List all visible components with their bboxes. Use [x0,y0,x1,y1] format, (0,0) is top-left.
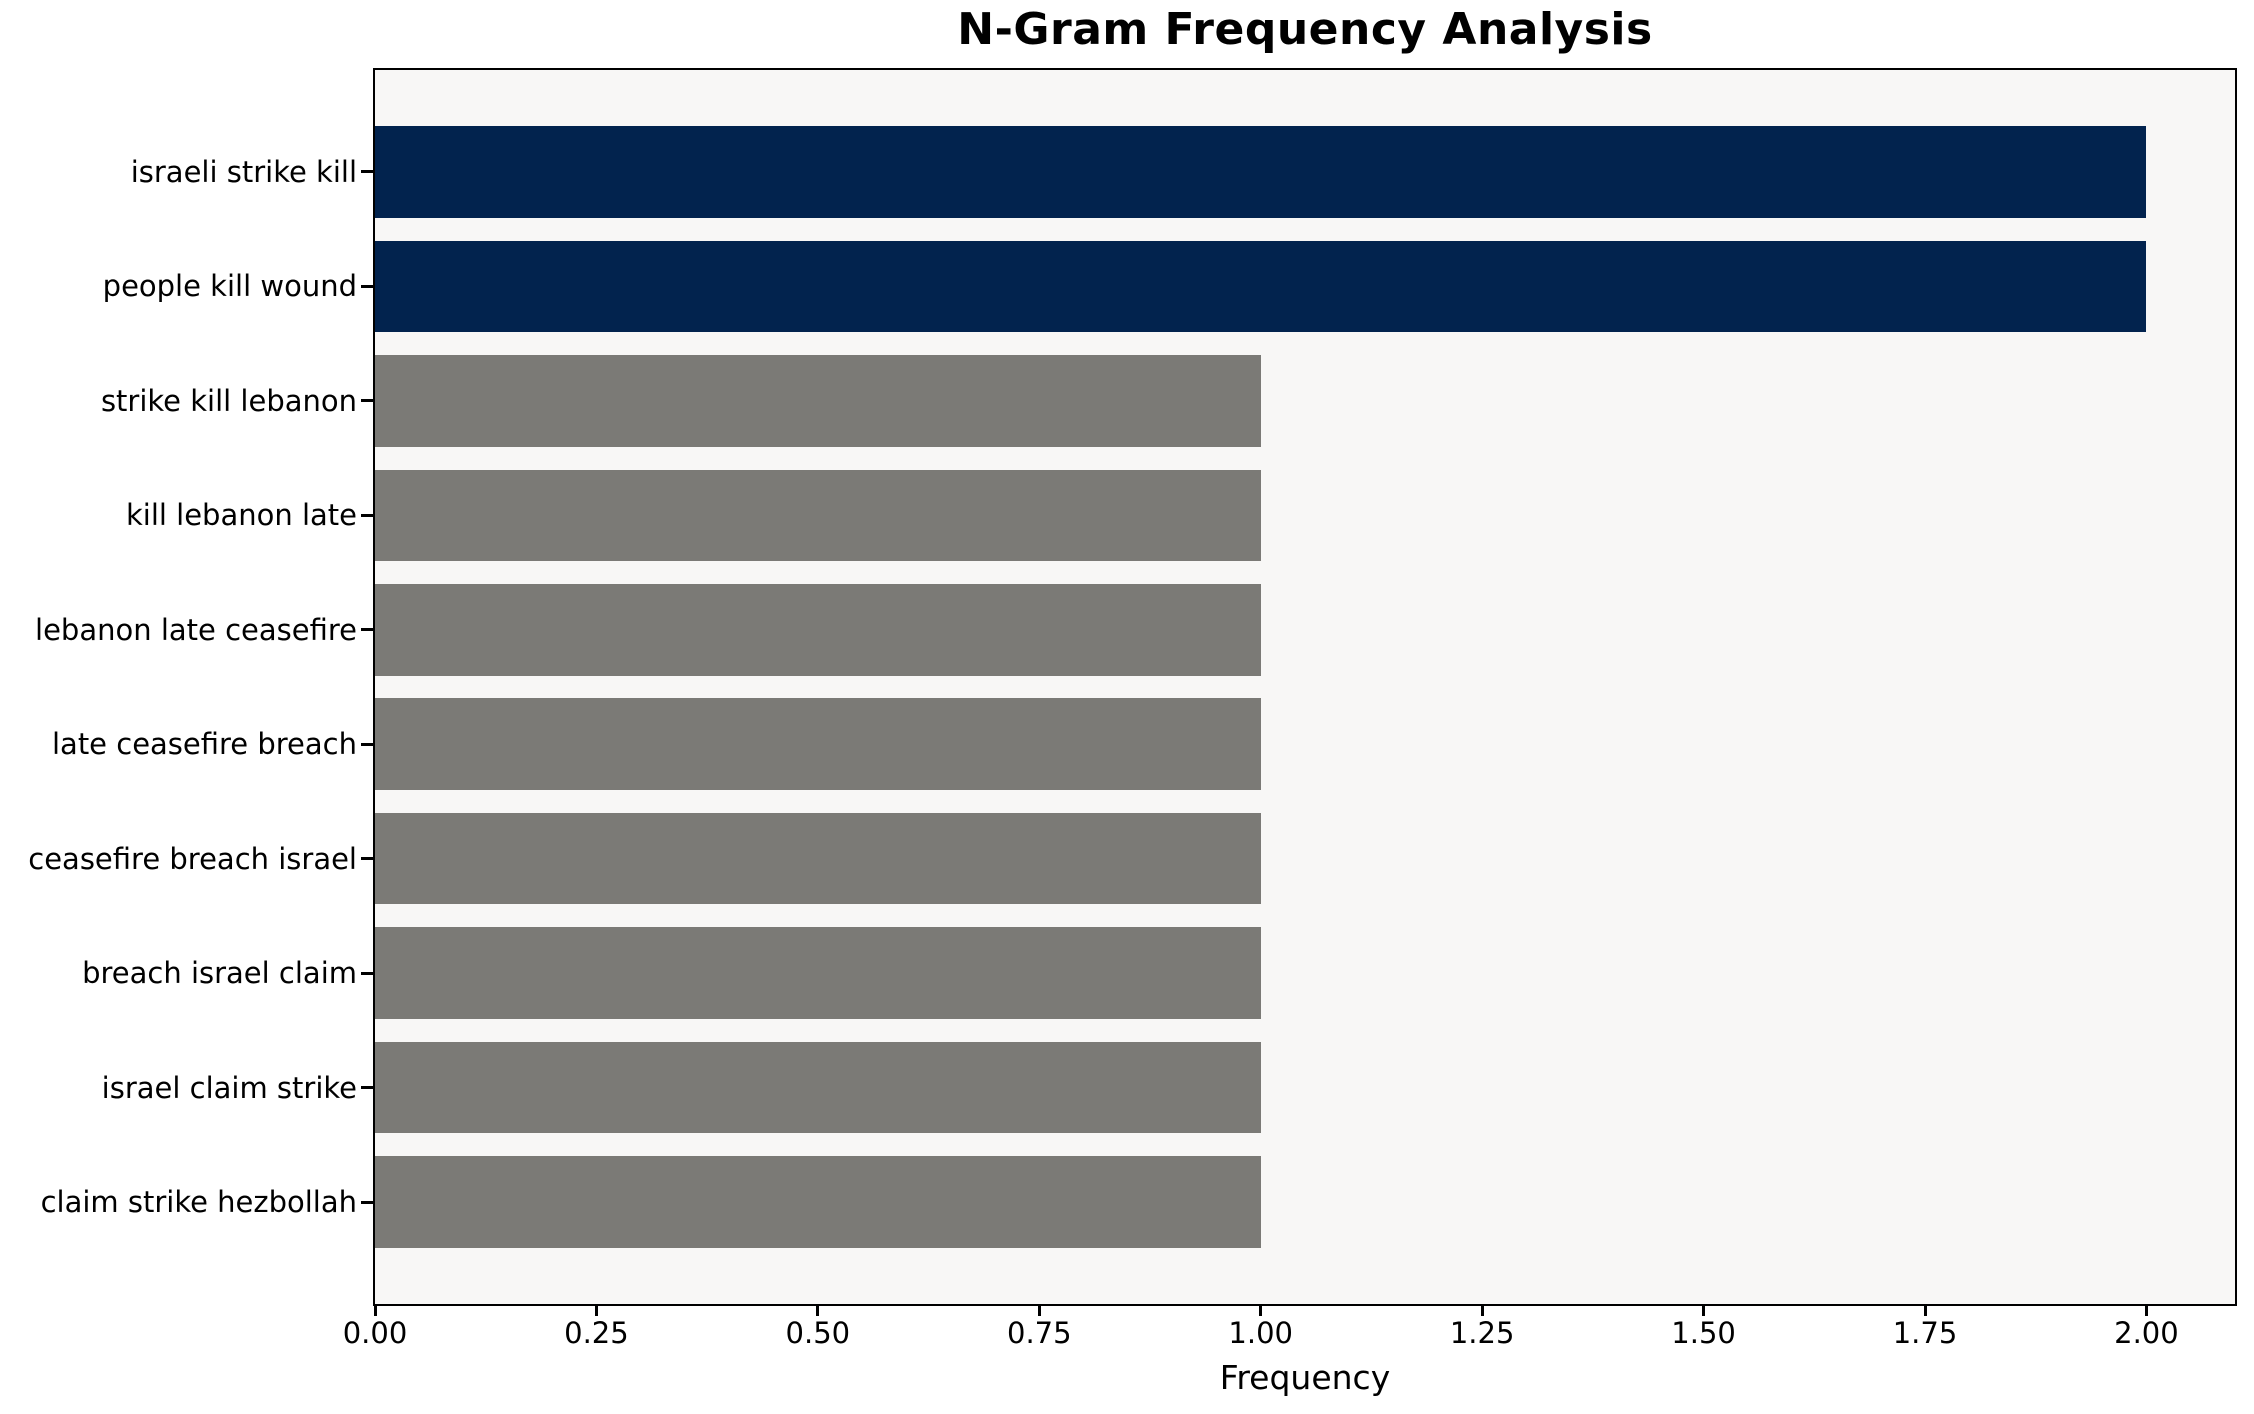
y-tick-mark [361,170,373,174]
bar [375,583,1261,676]
y-tick-mark [361,628,373,632]
bar [375,240,2147,333]
x-tick-mark [2144,1304,2148,1316]
plot-area [373,68,2237,1306]
y-tick-mark [361,1200,373,1204]
x-tick-label: 1.75 [1892,1316,1958,1350]
x-tick-label: 1.25 [1449,1316,1515,1350]
bar [375,927,1261,1019]
bar [375,812,1261,905]
x-tick-mark [1037,1304,1041,1316]
x-tick-label: 0.25 [564,1316,629,1350]
x-tick-label: 1.00 [1228,1316,1293,1350]
y-tick-label: kill lebanon late [125,498,357,533]
x-tick-mark [1480,1304,1484,1316]
bar [375,1041,1261,1134]
y-tick-mark [361,857,373,861]
y-tick-label: claim strike hezbollah [40,1185,357,1220]
chart-title: N-Gram Frequency Analysis [957,4,1653,55]
x-tick-label: 1.50 [1671,1316,1736,1350]
bar [375,355,1261,447]
bar [375,126,2147,218]
y-tick-label: israeli strike kill [130,154,357,189]
x-tick-label: 0.50 [785,1316,851,1350]
x-tick-mark [1923,1304,1927,1316]
x-tick-label: 0.75 [1006,1316,1072,1350]
y-tick-label: breach israel claim [82,956,357,991]
x-axis-label: Frequency [1219,1358,1391,1397]
x-tick-mark [1702,1304,1706,1316]
y-tick-label: israel claim strike [101,1070,357,1105]
y-tick-mark [361,742,373,746]
y-tick-label: people kill wound [102,269,357,304]
y-tick-mark [361,399,373,403]
x-tick-mark [1259,1304,1263,1316]
x-tick-mark [816,1304,820,1316]
x-tick-label: 2.00 [2114,1316,2179,1350]
y-tick-mark [361,1086,373,1090]
y-tick-label: ceasefire breach israel [28,841,357,876]
x-tick-mark [594,1304,598,1316]
bar [375,1156,1261,1248]
x-tick-mark [373,1304,377,1316]
y-tick-mark [361,513,373,517]
y-tick-label: strike kill lebanon [100,383,357,418]
bar [375,698,1261,790]
y-tick-mark [361,971,373,975]
y-tick-mark [361,284,373,288]
bar [375,469,1261,562]
y-tick-label: late ceasefire breach [51,727,357,762]
x-tick-label: 0.00 [342,1316,408,1350]
y-tick-label: lebanon late ceasefire [35,612,357,647]
